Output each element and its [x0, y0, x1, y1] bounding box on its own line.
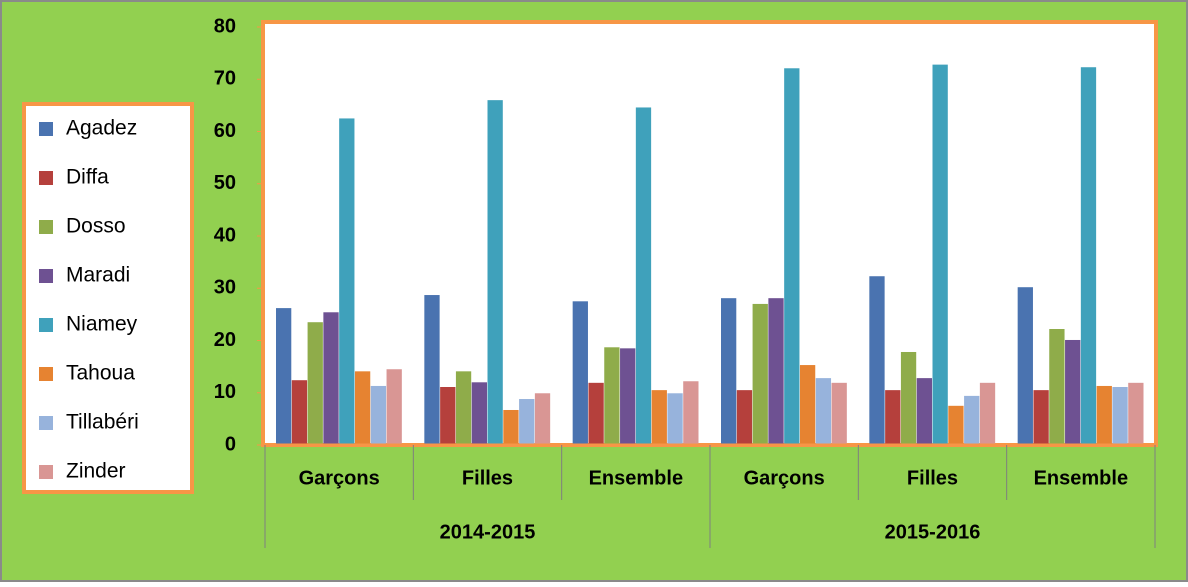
bar	[979, 382, 996, 445]
bar	[291, 380, 308, 445]
bar	[799, 365, 816, 445]
bar	[948, 405, 964, 445]
bar	[276, 308, 292, 445]
bar	[1065, 339, 1081, 445]
bar	[667, 393, 683, 445]
x-tick-label: Ensemble	[589, 467, 683, 489]
bar	[307, 322, 323, 445]
bar	[869, 276, 885, 445]
y-tick-label: 10	[214, 381, 236, 403]
bar	[784, 68, 800, 445]
x-tick-label: Filles	[462, 467, 513, 489]
legend-label: Tillabéri	[66, 411, 139, 434]
legend-label: Maradi	[66, 264, 130, 287]
bar	[635, 107, 652, 445]
legend-label: Niamey	[66, 313, 138, 336]
group-label: 2014-2015	[440, 521, 536, 543]
bar	[370, 385, 387, 445]
x-tick-label: Garçons	[744, 467, 825, 489]
bar	[885, 390, 901, 445]
legend	[22, 102, 194, 494]
y-tick-label: 30	[214, 277, 236, 299]
x-tick-label: Ensemble	[1034, 467, 1128, 489]
bar	[752, 303, 768, 445]
bar	[736, 390, 753, 445]
y-tick-label: 50	[214, 172, 236, 194]
bar	[471, 382, 487, 445]
legend-swatch	[39, 122, 53, 136]
bar	[815, 378, 832, 445]
bar	[534, 393, 551, 445]
y-tick-label: 80	[214, 15, 236, 37]
legend-label: Tahoua	[66, 362, 135, 385]
bar	[1112, 387, 1128, 445]
legend-label: Dosso	[66, 215, 126, 238]
y-tick-label: 60	[214, 120, 236, 142]
x-tick-label: Filles	[907, 467, 958, 489]
bar	[1128, 382, 1144, 445]
legend-swatch	[39, 416, 53, 430]
bar	[1033, 390, 1049, 445]
bar	[620, 348, 636, 445]
y-tick-label: 40	[214, 224, 236, 246]
x-tick-label: Garçons	[299, 467, 380, 489]
legend-label: Diffa	[66, 166, 109, 189]
bar	[424, 295, 440, 445]
bar	[1017, 287, 1033, 445]
bar	[1080, 67, 1097, 446]
legend-swatch	[39, 367, 53, 381]
bar	[386, 369, 402, 445]
bar	[604, 347, 620, 445]
bar	[588, 382, 604, 445]
legend-label: Zinder	[66, 460, 126, 483]
legend-swatch	[39, 171, 53, 185]
bar	[932, 64, 948, 446]
bar	[916, 378, 932, 445]
y-tick-label: 0	[225, 433, 236, 455]
bar	[572, 301, 588, 445]
bar	[323, 312, 339, 445]
legend-swatch	[39, 220, 53, 234]
y-tick-label: 20	[214, 329, 236, 351]
bar	[487, 100, 503, 446]
bar	[354, 371, 371, 445]
legend-swatch	[39, 318, 53, 332]
bar	[503, 409, 519, 445]
bar	[339, 118, 355, 445]
legend-swatch	[39, 269, 53, 283]
bar	[768, 298, 784, 445]
bar	[683, 381, 699, 445]
legend-label: Agadez	[66, 117, 137, 140]
bar	[831, 382, 847, 445]
bar	[651, 390, 667, 445]
plot-area	[261, 20, 1158, 447]
bar	[455, 371, 472, 445]
legend-swatch	[39, 465, 53, 479]
bar	[721, 298, 737, 445]
group-label: 2015-2016	[885, 521, 981, 543]
bar	[1096, 385, 1112, 445]
bar	[900, 351, 917, 445]
y-tick-label: 70	[214, 68, 236, 90]
bar	[964, 395, 980, 445]
bar	[440, 387, 456, 445]
bar	[519, 399, 535, 445]
bar	[1049, 329, 1065, 445]
